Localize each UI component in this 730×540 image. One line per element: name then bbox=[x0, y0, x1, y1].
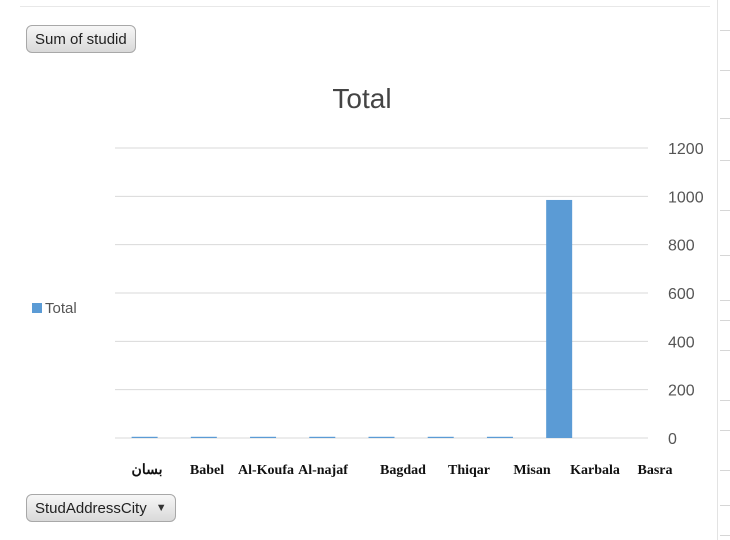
bar bbox=[486, 436, 513, 438]
sum-of-studid-field-button[interactable]: Sum of studid bbox=[26, 25, 136, 53]
worksheet-edge-tick bbox=[720, 400, 730, 401]
y-tick-label: 1200 bbox=[668, 141, 704, 158]
x-category-label: Basra bbox=[638, 463, 673, 478]
worksheet-column-border bbox=[717, 0, 718, 540]
worksheet-edge-tick bbox=[720, 470, 730, 471]
worksheet-edge-tick bbox=[720, 535, 730, 536]
x-category-label: Al-najaf bbox=[298, 463, 348, 478]
worksheet-edge-tick bbox=[720, 350, 730, 351]
x-category-label: Al-Koufa bbox=[238, 463, 294, 478]
legend-swatch bbox=[32, 303, 42, 313]
x-category-label: بسان bbox=[132, 463, 163, 478]
bar bbox=[131, 436, 158, 438]
worksheet-edge-tick bbox=[720, 160, 730, 161]
y-tick-label: 200 bbox=[668, 383, 695, 400]
axis-field-label: StudAddressCity bbox=[35, 499, 147, 517]
worksheet-edge-tick bbox=[720, 255, 730, 256]
y-tick-label: 400 bbox=[668, 334, 695, 351]
values-field-label: Sum of studid bbox=[35, 30, 127, 48]
x-category-label: Karbala bbox=[570, 463, 620, 478]
y-tick-label: 800 bbox=[668, 238, 695, 255]
x-category-label: Bagdad bbox=[380, 463, 426, 478]
bar bbox=[309, 436, 336, 438]
bar bbox=[427, 436, 454, 438]
studaddresscity-field-button[interactable]: StudAddressCity ▼ bbox=[26, 494, 176, 522]
worksheet-edge-tick bbox=[720, 320, 730, 321]
x-category-label: Thiqar bbox=[448, 463, 490, 478]
worksheet-gridline bbox=[20, 6, 710, 7]
y-tick-label: 0 bbox=[668, 431, 677, 448]
worksheet-edge-tick bbox=[720, 505, 730, 506]
chart-title: Total bbox=[332, 83, 391, 114]
bar bbox=[190, 436, 217, 438]
x-category-label: Babel bbox=[190, 463, 224, 478]
worksheet-edge-tick bbox=[720, 300, 730, 301]
bar bbox=[250, 436, 277, 438]
dropdown-arrow-icon[interactable]: ▼ bbox=[155, 502, 167, 514]
worksheet-edge-tick bbox=[720, 210, 730, 211]
legend-label: Total bbox=[45, 300, 77, 317]
x-category-label: Misan bbox=[513, 463, 551, 478]
y-tick-label: 600 bbox=[668, 286, 695, 303]
worksheet-edge-tick bbox=[720, 118, 730, 119]
worksheet-edge-tick bbox=[720, 430, 730, 431]
bar bbox=[546, 199, 573, 438]
bar bbox=[368, 436, 395, 438]
y-tick-label: 1000 bbox=[668, 189, 704, 206]
worksheet-edge-tick bbox=[720, 30, 730, 31]
worksheet-edge-tick bbox=[720, 70, 730, 71]
